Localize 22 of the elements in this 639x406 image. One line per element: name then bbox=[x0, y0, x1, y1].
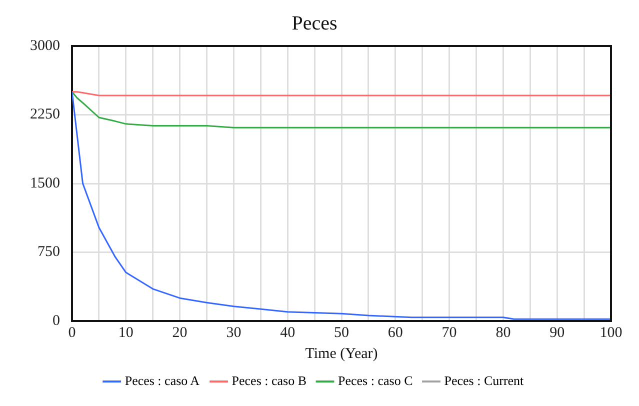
y-tick-label: 3000 bbox=[30, 38, 60, 54]
legend-label: Peces : caso B bbox=[232, 372, 307, 388]
legend-label: Peces : caso A bbox=[124, 372, 200, 388]
x-tick-label: 60 bbox=[388, 324, 403, 341]
x-tick-label: 0 bbox=[68, 324, 76, 341]
y-tick-label: 2250 bbox=[30, 106, 60, 123]
x-axis-title: Time (Year) bbox=[305, 346, 378, 362]
y-tick-label: 1500 bbox=[30, 175, 60, 192]
x-tick-label: 10 bbox=[118, 324, 134, 341]
y-tick-label: 0 bbox=[52, 312, 60, 329]
y-tick-label: 750 bbox=[38, 244, 60, 260]
x-tick-label: 90 bbox=[550, 324, 565, 341]
x-tick-label: 40 bbox=[280, 324, 296, 341]
legend-label: Peces : caso C bbox=[338, 372, 413, 388]
x-tick-label: 70 bbox=[442, 324, 457, 341]
legend-label: Peces : Current bbox=[444, 372, 524, 388]
x-tick-label: 20 bbox=[172, 324, 188, 341]
chart-title: Peces bbox=[292, 12, 338, 34]
x-tick-label: 50 bbox=[334, 324, 349, 341]
x-tick-label: 30 bbox=[226, 324, 242, 341]
x-tick-label: 80 bbox=[496, 324, 511, 341]
x-tick-label: 100 bbox=[600, 324, 622, 341]
